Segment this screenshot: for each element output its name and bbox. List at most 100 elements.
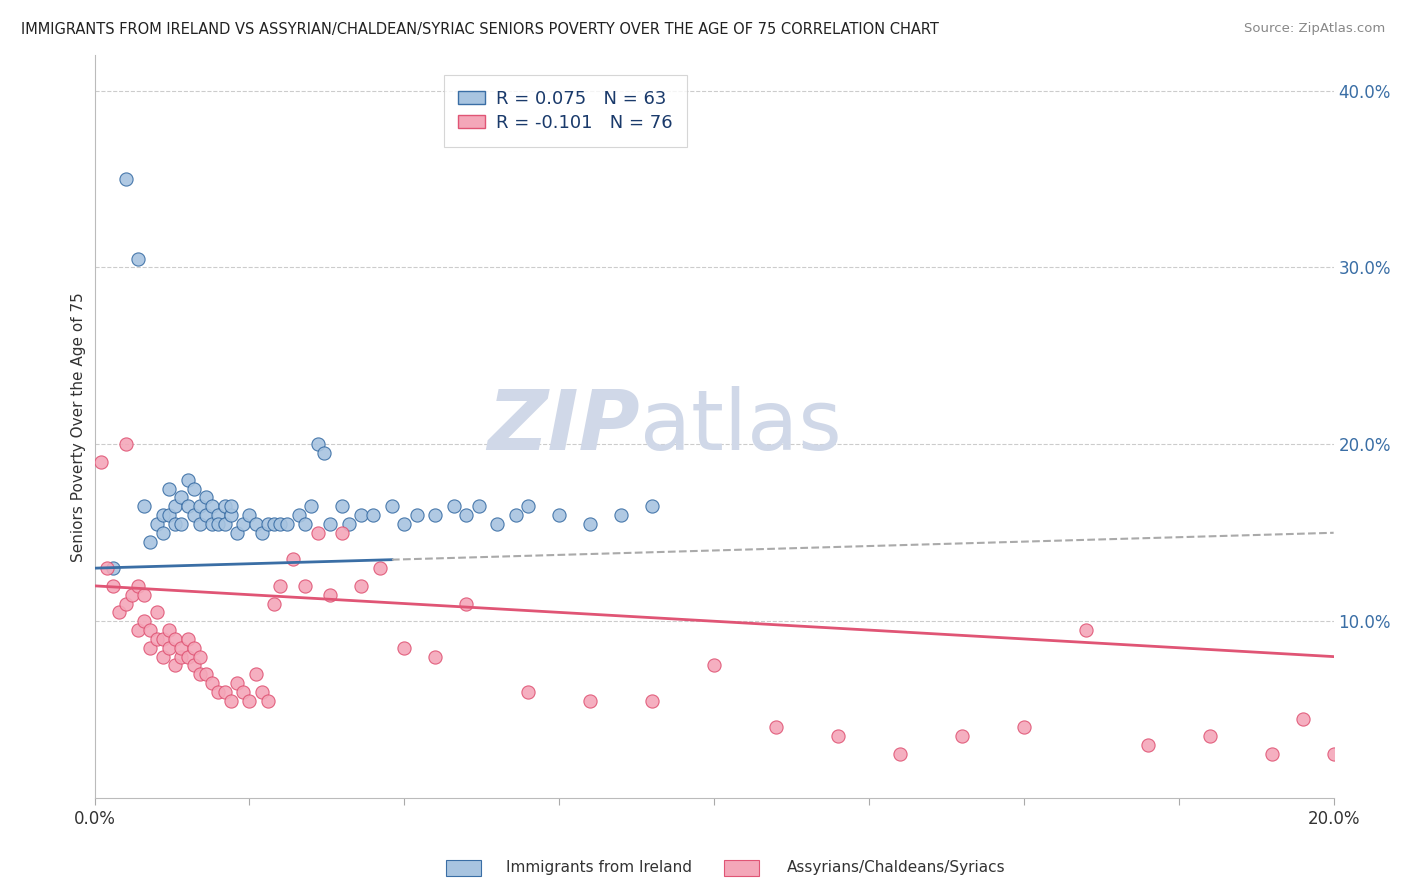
Point xyxy=(641,694,664,708)
Point xyxy=(245,667,267,681)
Point xyxy=(170,491,193,505)
Point xyxy=(257,694,280,708)
Point xyxy=(183,508,205,522)
Point xyxy=(134,614,156,628)
Point xyxy=(114,597,136,611)
Point xyxy=(307,525,329,540)
Point xyxy=(889,747,911,761)
Point xyxy=(157,623,180,637)
Point xyxy=(1198,729,1220,743)
Point xyxy=(145,516,167,531)
Point xyxy=(226,525,249,540)
Point xyxy=(641,500,664,514)
Point xyxy=(548,508,571,522)
Point xyxy=(703,658,725,673)
Point xyxy=(188,649,211,664)
Point xyxy=(425,649,447,664)
Point xyxy=(195,491,218,505)
Point xyxy=(101,561,124,575)
Point xyxy=(263,516,285,531)
Point xyxy=(579,694,602,708)
Point xyxy=(226,676,249,690)
Point xyxy=(368,561,391,575)
Point xyxy=(505,508,527,522)
Point xyxy=(214,516,236,531)
Point xyxy=(332,500,354,514)
Point xyxy=(517,500,540,514)
Point xyxy=(238,508,260,522)
Text: IMMIGRANTS FROM IRELAND VS ASSYRIAN/CHALDEAN/SYRIAC SENIORS POVERTY OVER THE AGE: IMMIGRANTS FROM IRELAND VS ASSYRIAN/CHAL… xyxy=(21,22,939,37)
Point xyxy=(101,579,124,593)
Point xyxy=(176,632,198,646)
Point xyxy=(176,649,198,664)
Point xyxy=(350,508,373,522)
Point xyxy=(165,500,187,514)
Point xyxy=(250,525,273,540)
Point xyxy=(145,606,167,620)
Point xyxy=(517,685,540,699)
Point xyxy=(188,516,211,531)
Point xyxy=(232,685,254,699)
Point xyxy=(214,500,236,514)
Point xyxy=(90,455,112,469)
Point xyxy=(165,632,187,646)
Point xyxy=(765,720,787,734)
Point xyxy=(188,500,211,514)
Point xyxy=(139,640,162,655)
Point xyxy=(188,667,211,681)
Point xyxy=(114,437,136,451)
Text: atlas: atlas xyxy=(640,386,842,467)
Point xyxy=(108,606,131,620)
Point xyxy=(1385,703,1406,717)
Point xyxy=(207,685,229,699)
Point xyxy=(394,640,416,655)
Point xyxy=(232,516,254,531)
Point xyxy=(332,525,354,540)
Point xyxy=(456,597,478,611)
Point xyxy=(165,658,187,673)
Point xyxy=(257,516,280,531)
Point xyxy=(319,516,342,531)
Text: Assyrians/Chaldeans/Syriacs: Assyrians/Chaldeans/Syriacs xyxy=(787,860,1005,874)
Point xyxy=(170,640,193,655)
Point xyxy=(183,482,205,496)
Point xyxy=(183,640,205,655)
Point xyxy=(456,508,478,522)
Point xyxy=(145,632,167,646)
Point xyxy=(269,579,291,593)
Legend: R = 0.075   N = 63, R = -0.101   N = 76: R = 0.075 N = 63, R = -0.101 N = 76 xyxy=(444,75,688,146)
Point xyxy=(170,516,193,531)
Point xyxy=(134,588,156,602)
Point xyxy=(281,552,304,566)
Point xyxy=(381,500,404,514)
Point xyxy=(312,446,335,460)
Point xyxy=(1354,588,1376,602)
Point xyxy=(394,516,416,531)
Point xyxy=(350,579,373,593)
Point xyxy=(195,667,218,681)
Point xyxy=(827,729,849,743)
Point xyxy=(170,649,193,664)
Point xyxy=(425,508,447,522)
Point xyxy=(201,676,224,690)
Point xyxy=(152,508,174,522)
Point xyxy=(127,623,149,637)
Point xyxy=(157,508,180,522)
Point xyxy=(219,500,242,514)
Point xyxy=(139,623,162,637)
Point xyxy=(238,694,260,708)
Point xyxy=(219,694,242,708)
Point xyxy=(263,597,285,611)
Point xyxy=(201,516,224,531)
Point xyxy=(152,649,174,664)
Point xyxy=(307,437,329,451)
Point xyxy=(299,500,322,514)
Point xyxy=(363,508,385,522)
Point xyxy=(207,516,229,531)
Point xyxy=(294,579,316,593)
Point xyxy=(176,500,198,514)
Point xyxy=(201,500,224,514)
Point xyxy=(176,473,198,487)
Point xyxy=(214,685,236,699)
Point xyxy=(276,516,298,531)
